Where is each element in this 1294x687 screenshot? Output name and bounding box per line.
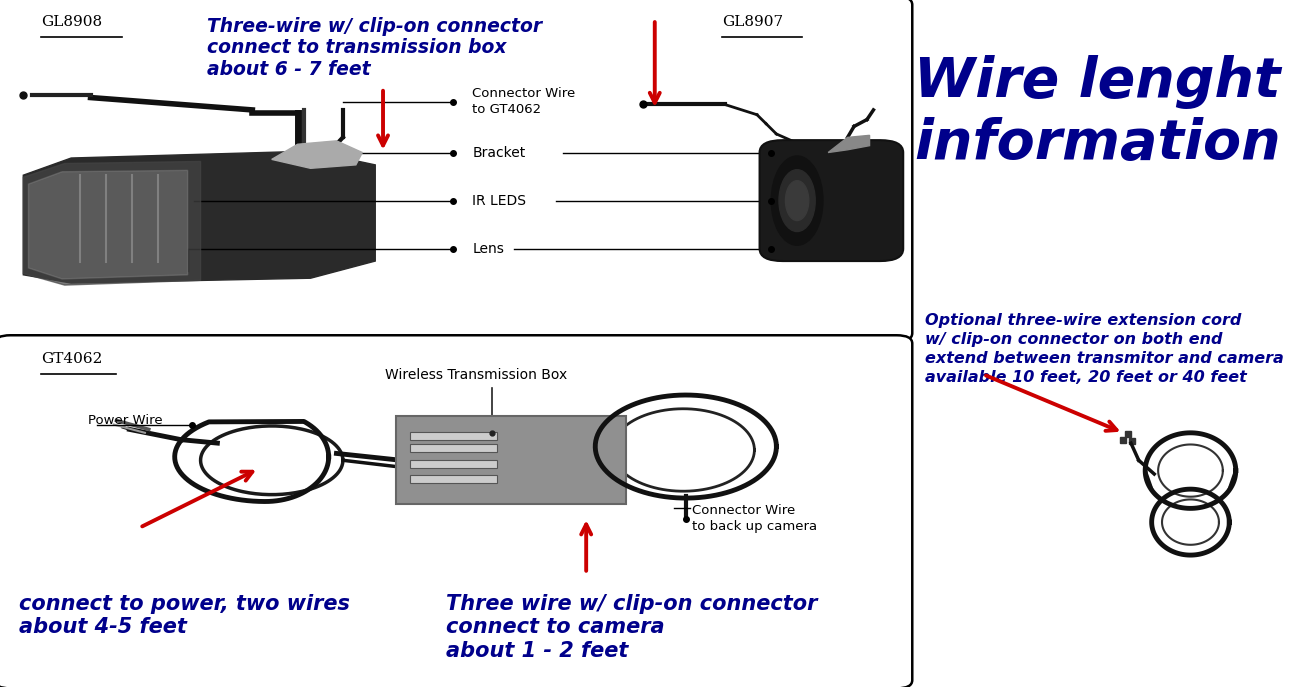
Text: Optional three-wire extension cord
w/ clip-on connector on both end
extend betwe: Optional three-wire extension cord w/ cl… xyxy=(925,313,1284,385)
Text: Three-wire w/ clip-on connector
connect to transmission box
about 6 - 7 feet: Three-wire w/ clip-on connector connect … xyxy=(207,17,542,79)
Text: Bracket: Bracket xyxy=(472,146,525,159)
Text: GL8908: GL8908 xyxy=(41,15,102,29)
Text: Connector Wire
to GT4062: Connector Wire to GT4062 xyxy=(472,87,576,116)
Text: connect to power, two wires
about 4-5 feet: connect to power, two wires about 4-5 fe… xyxy=(19,594,351,638)
FancyBboxPatch shape xyxy=(396,416,626,504)
Text: Lens: Lens xyxy=(472,242,505,256)
FancyBboxPatch shape xyxy=(410,432,497,440)
FancyBboxPatch shape xyxy=(0,0,912,341)
FancyBboxPatch shape xyxy=(0,335,912,687)
Polygon shape xyxy=(828,135,870,153)
Text: GL8907: GL8907 xyxy=(722,15,783,29)
Text: Wire lenght
information: Wire lenght information xyxy=(914,55,1281,171)
Text: IR LEDS: IR LEDS xyxy=(472,194,527,207)
Text: Three wire w/ clip-on connector
connect to camera
about 1 - 2 feet: Three wire w/ clip-on connector connect … xyxy=(446,594,818,661)
Ellipse shape xyxy=(771,156,823,245)
FancyBboxPatch shape xyxy=(410,444,497,452)
FancyBboxPatch shape xyxy=(410,475,497,483)
Text: GT4062: GT4062 xyxy=(41,352,102,365)
Polygon shape xyxy=(272,141,362,168)
FancyBboxPatch shape xyxy=(760,140,903,261)
Text: Connector Wire
to back up camera: Connector Wire to back up camera xyxy=(692,504,818,533)
Ellipse shape xyxy=(779,170,815,232)
Text: Wireless Transmission Box: Wireless Transmission Box xyxy=(386,368,567,381)
Polygon shape xyxy=(28,170,188,279)
Polygon shape xyxy=(23,151,375,283)
Ellipse shape xyxy=(785,181,809,221)
Text: Power Wire: Power Wire xyxy=(88,414,163,427)
Polygon shape xyxy=(23,161,201,285)
FancyBboxPatch shape xyxy=(410,460,497,468)
